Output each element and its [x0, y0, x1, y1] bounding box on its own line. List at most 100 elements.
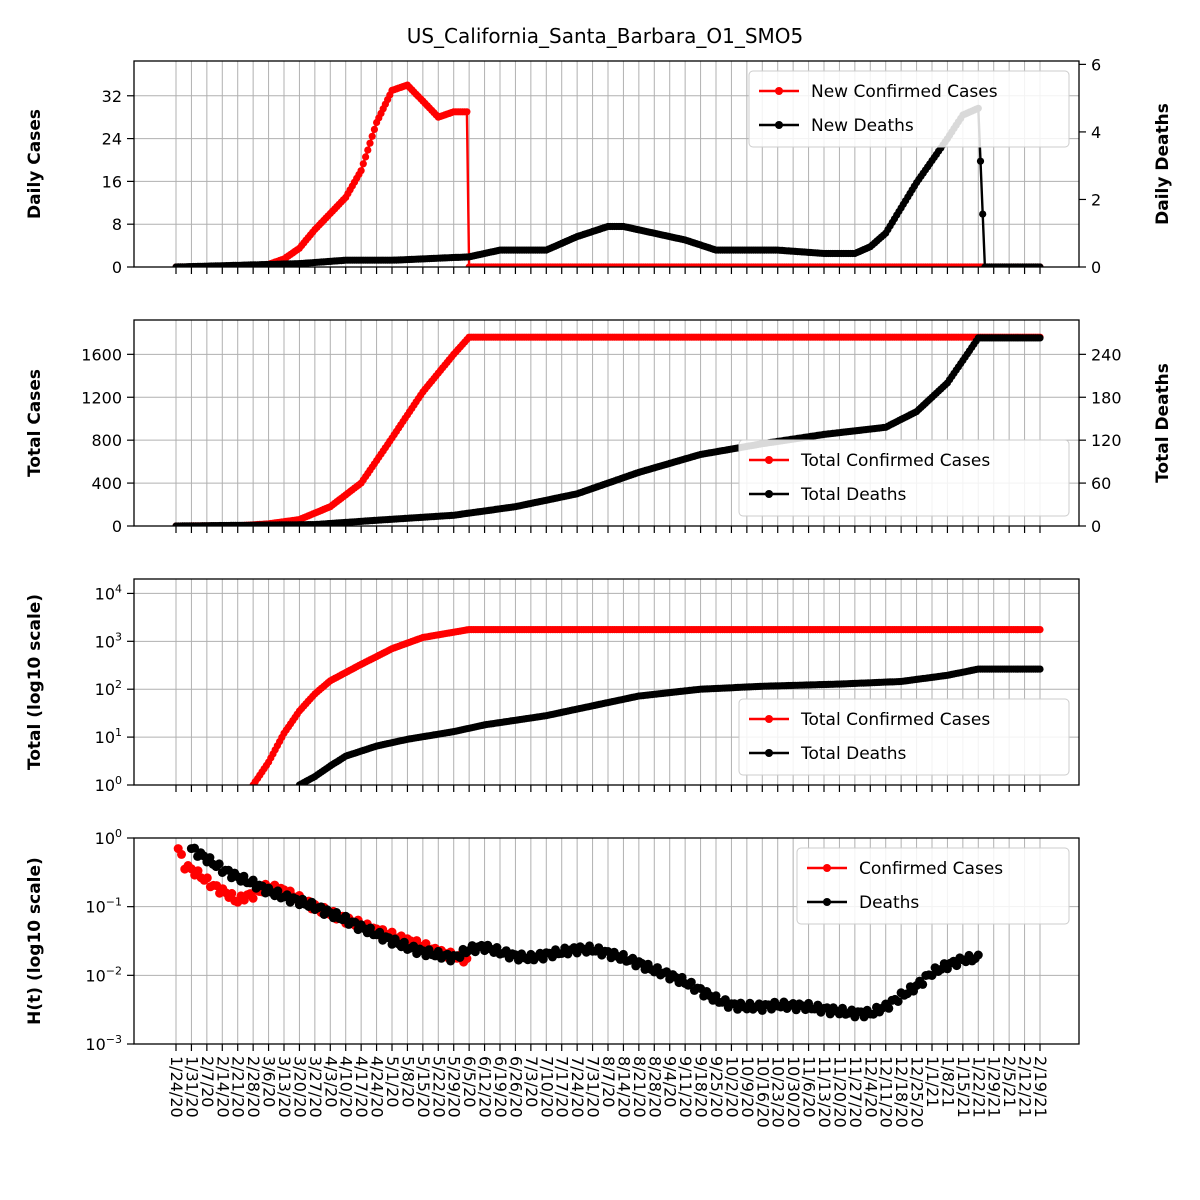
data-point: [370, 125, 378, 133]
legend-label: New Confirmed Cases: [811, 82, 998, 102]
x-tick-label: 4/3/20: [321, 1056, 340, 1108]
data-point: [686, 977, 696, 987]
y2-tick-label: 60: [1091, 474, 1111, 493]
legend: Confirmed Cases Deaths: [796, 847, 1070, 925]
y-tick-label: 102: [95, 678, 122, 699]
y2-tick-label: 240: [1091, 345, 1122, 364]
y-axis-label: H(t) (log10 scale): [25, 857, 45, 1025]
x-tick-label: 5/15/20: [414, 1056, 433, 1118]
x-tick-label: 8/21/20: [630, 1056, 649, 1118]
data-point: [652, 963, 662, 973]
x-tick-label: 2/12/21: [1016, 1056, 1035, 1118]
y-tick-label: 10−1: [85, 896, 122, 917]
y-tick-label: 1200: [81, 388, 122, 407]
x-tick-label: 3/20/20: [290, 1056, 309, 1118]
x-tick-label: 10/9/20: [738, 1056, 757, 1118]
x-tick-label: 9/11/20: [676, 1056, 695, 1118]
data-point: [362, 153, 370, 161]
x-tick-label: 2/5/21: [1000, 1056, 1019, 1108]
legend-label: Total Confirmed Cases: [800, 710, 990, 730]
x-tick-label: 4/10/20: [337, 1056, 356, 1118]
chart-title: US_California_Santa_Barbara_O1_SMO5: [407, 24, 804, 48]
y-tick-label: 24: [102, 130, 122, 149]
x-tick-label: 9/4/20: [661, 1056, 680, 1108]
legend-marker: [765, 749, 773, 757]
data-point: [341, 911, 351, 921]
x-tick-label: 10/30/20: [784, 1056, 803, 1128]
y-tick-label: 16: [102, 172, 122, 191]
x-tick-label: 3/13/20: [275, 1056, 294, 1118]
x-tick-label: 11/6/20: [800, 1056, 819, 1118]
x-tick-label: 5/1/20: [383, 1056, 402, 1108]
y2-tick-label: 0: [1091, 517, 1101, 536]
y2-tick-label: 2: [1091, 190, 1101, 209]
x-tick-label: 4/17/20: [352, 1056, 371, 1118]
data-point: [364, 146, 372, 154]
axes-frame: [133, 60, 1080, 268]
x-tick-label: 2/21/20: [229, 1056, 248, 1118]
y-tick-label: 101: [95, 726, 122, 747]
data-point: [979, 210, 987, 218]
panel-3: 100 101 102 103 104 Total (log10 scale) Total …: [25, 578, 1080, 795]
x-tick-label: 2/7/20: [198, 1056, 217, 1108]
y-tick-label: 0: [112, 517, 122, 536]
x-tick-label: 10/16/20: [753, 1056, 772, 1128]
y-tick-label: 0: [112, 258, 122, 277]
x-tick-label: 7/10/20: [537, 1056, 556, 1118]
x-tick-label: 12/25/20: [908, 1056, 927, 1128]
legend-marker: [775, 87, 783, 95]
y-tick-label: 400: [91, 474, 122, 493]
data-point: [273, 886, 283, 896]
x-tick-label: 10/23/20: [769, 1056, 788, 1128]
x-tick-label: 1/1/21: [923, 1056, 942, 1108]
data-point: [1036, 334, 1044, 342]
y2-tick-label: 6: [1091, 55, 1101, 74]
legend-marker: [775, 121, 783, 129]
legend: New Confirmed Cases New Deaths: [748, 70, 1070, 148]
x-tick-label: 6/19/20: [491, 1056, 510, 1118]
y2-axis-label: Total Deaths: [1153, 363, 1173, 483]
y-tick-label: 1600: [81, 345, 122, 364]
y-tick-label: 100: [95, 774, 122, 795]
y2-tick-label: 4: [1091, 123, 1101, 142]
axes-frame: [133, 837, 1080, 1045]
data-point: [214, 859, 224, 869]
legend-marker: [765, 715, 773, 723]
x-tick-label: 5/29/20: [445, 1056, 464, 1118]
data-point: [1036, 626, 1044, 634]
legend-marker: [765, 456, 773, 464]
y2-tick-label: 180: [1091, 388, 1122, 407]
x-tick-label: 2/14/20: [213, 1056, 232, 1118]
x-tick-label: 10/2/20: [722, 1056, 741, 1118]
data-point: [893, 997, 903, 1006]
data-point: [193, 866, 203, 876]
series-deaths: [186, 843, 983, 1022]
axes-frame: [133, 578, 1080, 786]
data-point: [177, 849, 186, 859]
data-point: [1036, 263, 1044, 267]
legend-label: Total Confirmed Cases: [800, 451, 990, 471]
data-point: [918, 979, 928, 989]
y-tick-label: 10−3: [85, 1033, 122, 1054]
legend-marker: [823, 898, 831, 906]
x-tick-label: 8/7/20: [599, 1056, 618, 1108]
axes-frame: [133, 319, 1080, 527]
x-tick-label: 12/18/20: [892, 1056, 911, 1128]
x-tick-label: 6/5/20: [460, 1056, 479, 1108]
legend-label: Confirmed Cases: [859, 859, 1003, 879]
series-cases: [249, 626, 1044, 785]
data-point: [359, 160, 367, 168]
legend-marker: [823, 864, 831, 872]
x-tick-label: 12/11/20: [877, 1056, 896, 1128]
data-point: [227, 889, 237, 898]
x-tick-label: 7/31/20: [584, 1056, 603, 1118]
y-tick-label: 800: [91, 431, 122, 450]
y-axis-label: Daily Cases: [25, 109, 45, 219]
x-tick-label: 7/24/20: [568, 1056, 587, 1118]
x-tick-label: 3/27/20: [306, 1056, 325, 1118]
data-point: [973, 950, 983, 960]
y2-tick-label: 120: [1091, 431, 1122, 450]
x-tick-label: 6/12/20: [476, 1056, 495, 1118]
panel-2: 0 400 800 1200 1600 0 60 120 180 240 Total Cases To…: [25, 319, 1173, 536]
data-point: [190, 843, 199, 853]
